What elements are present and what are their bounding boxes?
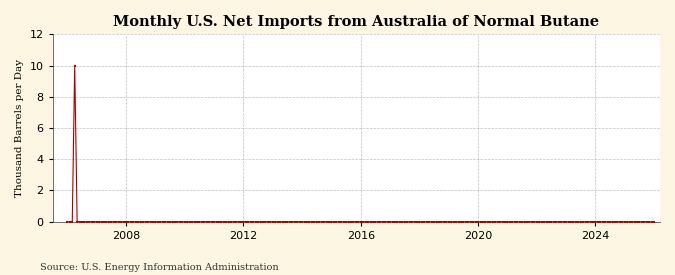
Text: Source: U.S. Energy Information Administration: Source: U.S. Energy Information Administ… xyxy=(40,263,279,272)
Y-axis label: Thousand Barrels per Day: Thousand Barrels per Day xyxy=(15,59,24,197)
Title: Monthly U.S. Net Imports from Australia of Normal Butane: Monthly U.S. Net Imports from Australia … xyxy=(113,15,599,29)
